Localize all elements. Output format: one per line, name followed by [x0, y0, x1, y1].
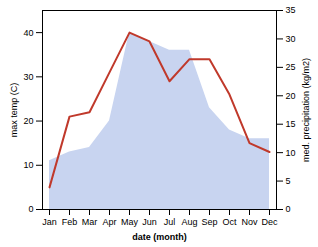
- svg-text:Sep: Sep: [201, 217, 217, 227]
- svg-text:10: 10: [23, 160, 33, 170]
- svg-text:0: 0: [286, 204, 291, 214]
- svg-text:Jan: Jan: [42, 217, 57, 227]
- svg-text:Jul: Jul: [164, 217, 176, 227]
- svg-text:20: 20: [286, 91, 296, 101]
- svg-text:Dec: Dec: [261, 217, 278, 227]
- svg-text:Feb: Feb: [62, 217, 78, 227]
- svg-text:40: 40: [23, 27, 33, 37]
- svg-text:Jun: Jun: [142, 217, 157, 227]
- svg-text:date (month): date (month): [132, 232, 187, 242]
- svg-text:Nov: Nov: [241, 217, 258, 227]
- svg-text:25: 25: [286, 62, 296, 72]
- svg-text:max temp (C): max temp (C): [9, 83, 19, 138]
- svg-text:May: May: [121, 217, 139, 227]
- svg-text:20: 20: [23, 116, 33, 126]
- svg-text:Oct: Oct: [222, 217, 237, 227]
- svg-text:15: 15: [286, 119, 296, 129]
- svg-text:5: 5: [286, 176, 291, 186]
- svg-text:Aug: Aug: [181, 217, 197, 227]
- svg-text:35: 35: [286, 5, 296, 15]
- svg-text:Apr: Apr: [102, 217, 116, 227]
- svg-text:10: 10: [286, 148, 296, 158]
- svg-text:30: 30: [286, 34, 296, 44]
- svg-text:med. precipitation (kg/m2): med. precipitation (kg/m2): [301, 58, 311, 162]
- svg-text:30: 30: [23, 72, 33, 82]
- svg-text:0: 0: [28, 204, 33, 214]
- svg-text:Mar: Mar: [82, 217, 98, 227]
